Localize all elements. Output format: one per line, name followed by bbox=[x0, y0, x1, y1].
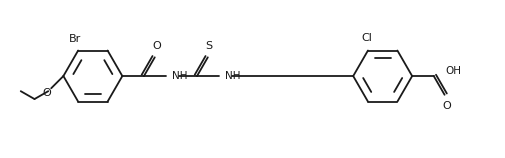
Text: Cl: Cl bbox=[361, 33, 372, 43]
Text: OH: OH bbox=[445, 66, 461, 76]
Text: O: O bbox=[42, 88, 50, 98]
Text: O: O bbox=[152, 41, 161, 52]
Text: NH: NH bbox=[225, 71, 240, 81]
Text: O: O bbox=[441, 101, 450, 111]
Text: NH: NH bbox=[172, 71, 187, 81]
Text: S: S bbox=[205, 41, 212, 52]
Text: Br: Br bbox=[69, 34, 81, 44]
